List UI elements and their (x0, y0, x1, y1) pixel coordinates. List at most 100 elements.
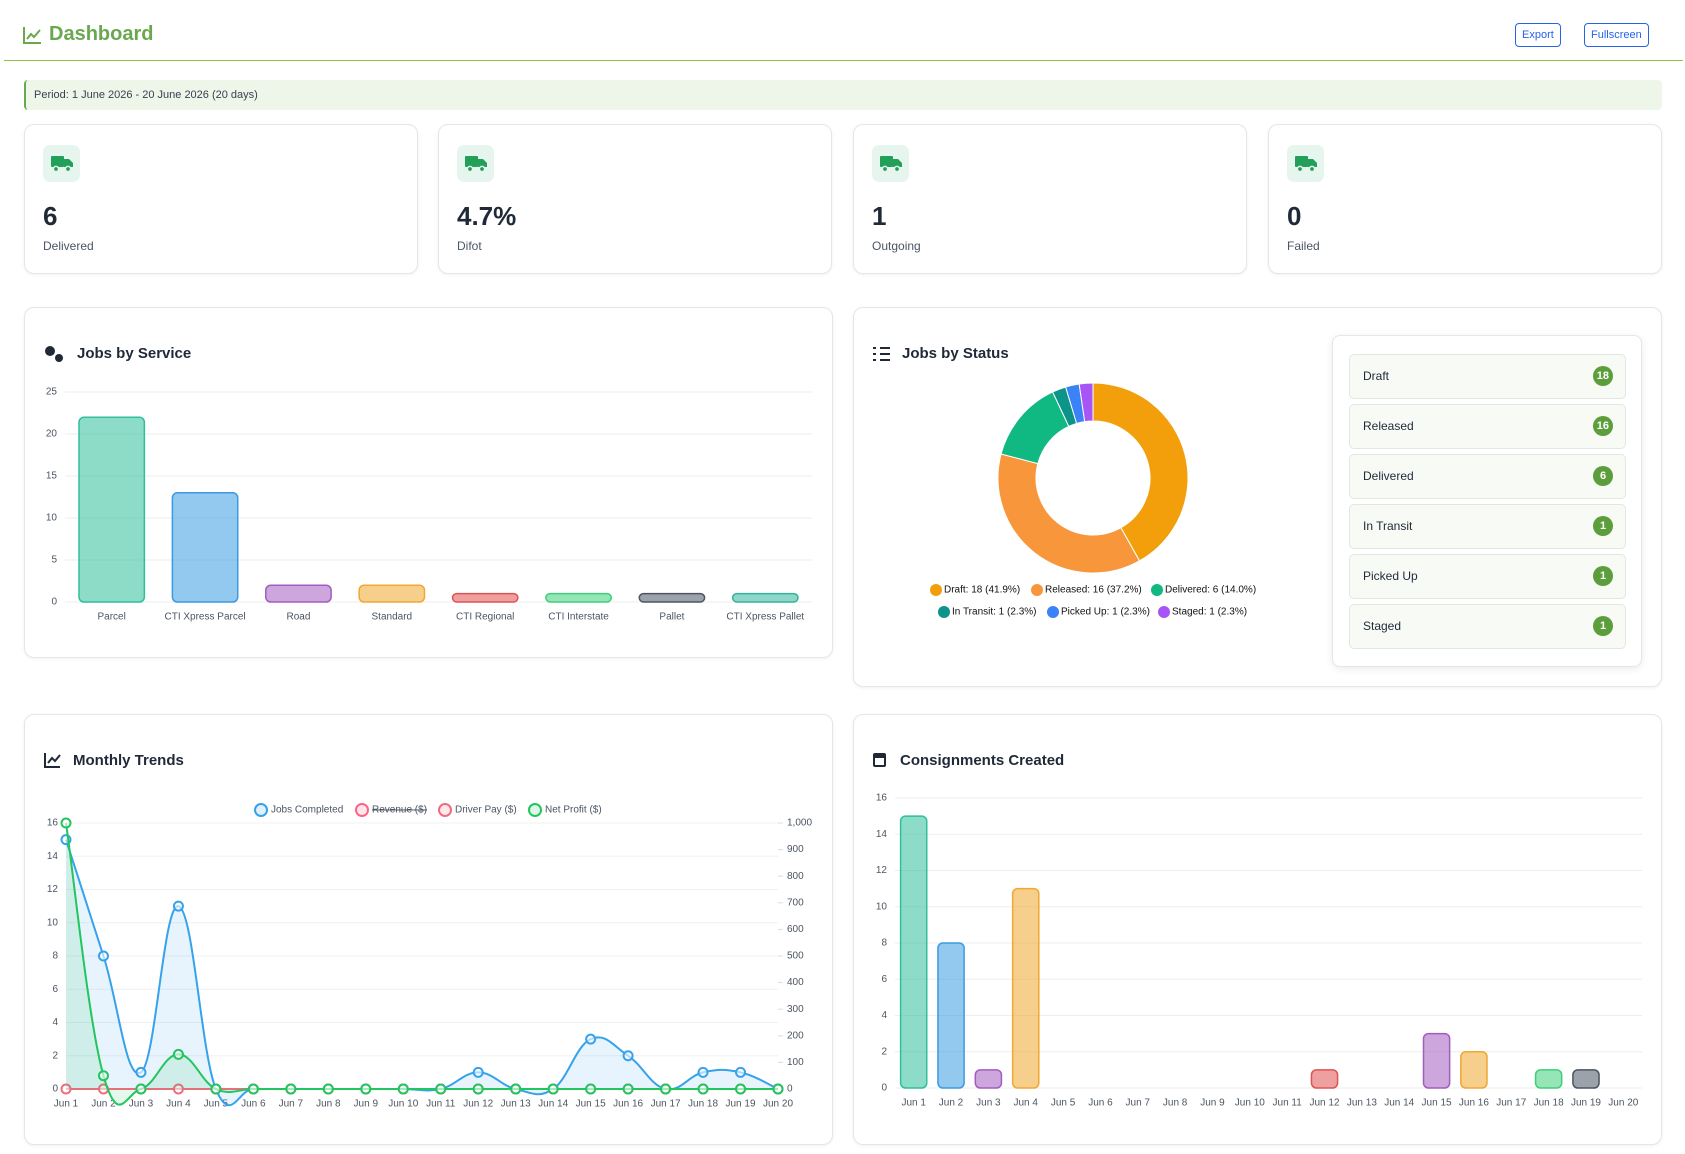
status-name: Draft (1363, 369, 1390, 383)
legend-marker (1031, 584, 1043, 596)
status-name: In Transit (1363, 519, 1413, 533)
y-tick-label: 20 (46, 429, 58, 440)
header-icon (23, 27, 41, 44)
bar (265, 584, 332, 603)
x-tick-label: Jun 10 (1235, 1098, 1265, 1109)
legend-label: Driver Pay ($) (455, 805, 517, 816)
bar (1011, 887, 1040, 1089)
truck-glyph (51, 156, 73, 173)
status-name: Delivered (1363, 469, 1414, 483)
y2-tick-label: 600 (787, 924, 804, 935)
stat-label: Difot (457, 239, 482, 253)
bar (171, 492, 239, 603)
line-area (66, 839, 778, 1106)
x-tick-label: CTI Interstate (548, 612, 609, 623)
stat-label: Outgoing (872, 239, 921, 253)
x-tick-label: Jun 7 (1126, 1098, 1151, 1109)
y2-tick-label: 200 (787, 1030, 804, 1041)
x-tick-label: Jun 13 (501, 1099, 531, 1110)
x-tick-label: CTI Xpress Parcel (164, 612, 245, 623)
point (172, 1048, 184, 1060)
legend-marker (528, 803, 542, 817)
bar (899, 815, 928, 1089)
x-tick-label: Jun 4 (1013, 1098, 1038, 1109)
x-tick-label: Jun 3 (976, 1098, 1001, 1109)
status-item: Picked Up 1 (1349, 554, 1626, 599)
x-tick-label: Jun 6 (241, 1099, 266, 1110)
legend-label: Draft: 18 (41.9%) (944, 585, 1020, 596)
point (97, 950, 109, 962)
y2-tick-label: 500 (787, 951, 804, 962)
y-tick-label: 14 (876, 829, 888, 840)
x-tick-label: Jun 15 (1422, 1098, 1452, 1109)
x-tick-label: Jun 5 (1051, 1098, 1076, 1109)
point (585, 1083, 597, 1095)
gear-icon (45, 346, 63, 362)
status-item: Draft 18 (1349, 354, 1626, 399)
chart-title: Jobs by Status (902, 345, 1009, 362)
y2-tick-label: 100 (787, 1057, 804, 1068)
point (622, 1050, 634, 1062)
legend-marker (355, 803, 369, 817)
header-title: Dashboard (49, 23, 154, 45)
x-tick-label: Jun 12 (1310, 1098, 1340, 1109)
y-tick-label: 8 (52, 951, 58, 962)
stat-value: 6 (43, 201, 58, 231)
y-tick-label: 0 (51, 597, 57, 608)
y-tick-label: 6 (881, 974, 887, 985)
stat-card: 1 Outgoing (853, 124, 1247, 274)
x-tick-label: Jun 16 (1459, 1098, 1489, 1109)
bar (545, 592, 612, 603)
export-button[interactable]: Export (1515, 23, 1561, 47)
legend-label: In Transit: 1 (2.3%) (952, 607, 1036, 618)
x-tick-label: Jun 2 (939, 1098, 964, 1109)
bar (937, 942, 965, 1089)
legend-label: Delivered: 6 (14.0%) (1165, 585, 1256, 596)
point (135, 1083, 147, 1095)
bar (78, 416, 146, 603)
legend-label: Picked Up: 1 (2.3%) (1061, 607, 1150, 618)
point (472, 1083, 484, 1095)
fullscreen-button[interactable]: Fullscreen (1584, 23, 1649, 47)
legend-marker (930, 584, 942, 596)
x-tick-label: Jun 18 (688, 1099, 718, 1110)
x-tick-label: Jun 13 (1347, 1098, 1377, 1109)
chart-title: Jobs by Service (77, 345, 191, 362)
stat-card: 0 Failed (1268, 124, 1662, 274)
legend-marker (254, 803, 268, 817)
status-item: Delivered 6 (1349, 454, 1626, 499)
y-tick-label: 2 (52, 1050, 58, 1061)
status-name: Picked Up (1363, 569, 1418, 583)
truck-icon (457, 145, 494, 182)
bar (1422, 1032, 1451, 1089)
y2-tick-label: 400 (787, 977, 804, 988)
stat-card: 4.7% Difot (438, 124, 832, 274)
y-tick-label: 5 (51, 555, 57, 566)
point (397, 1083, 409, 1095)
x-tick-label: Jun 11 (1273, 1098, 1303, 1109)
point (172, 900, 184, 912)
legend-label: Staged: 1 (2.3%) (1172, 607, 1247, 618)
trend-icon (44, 753, 61, 768)
legend-label: Released: 16 (37.2%) (1045, 585, 1142, 596)
y-tick-label: 6 (52, 984, 58, 995)
x-tick-label: Jun 3 (129, 1099, 154, 1110)
status-item: In Transit 1 (1349, 504, 1626, 549)
stat-label: Delivered (43, 239, 94, 253)
y-tick-label: 25 (46, 387, 58, 398)
calendar-icon (873, 753, 886, 767)
x-tick-label: Pallet (659, 612, 684, 623)
y-tick-label: 4 (52, 1017, 58, 1028)
x-tick-label: Road (286, 612, 310, 623)
point (585, 1033, 597, 1045)
point (435, 1083, 447, 1095)
point (360, 1083, 372, 1095)
y-tick-label: 16 (876, 793, 888, 804)
point (472, 1066, 484, 1078)
x-tick-label: Jun 19 (1571, 1098, 1601, 1109)
stat-card: 6 Delivered (24, 124, 418, 274)
x-tick-label: Jun 12 (463, 1099, 493, 1110)
y-tick-label: 8 (881, 938, 887, 949)
bar (451, 592, 519, 603)
